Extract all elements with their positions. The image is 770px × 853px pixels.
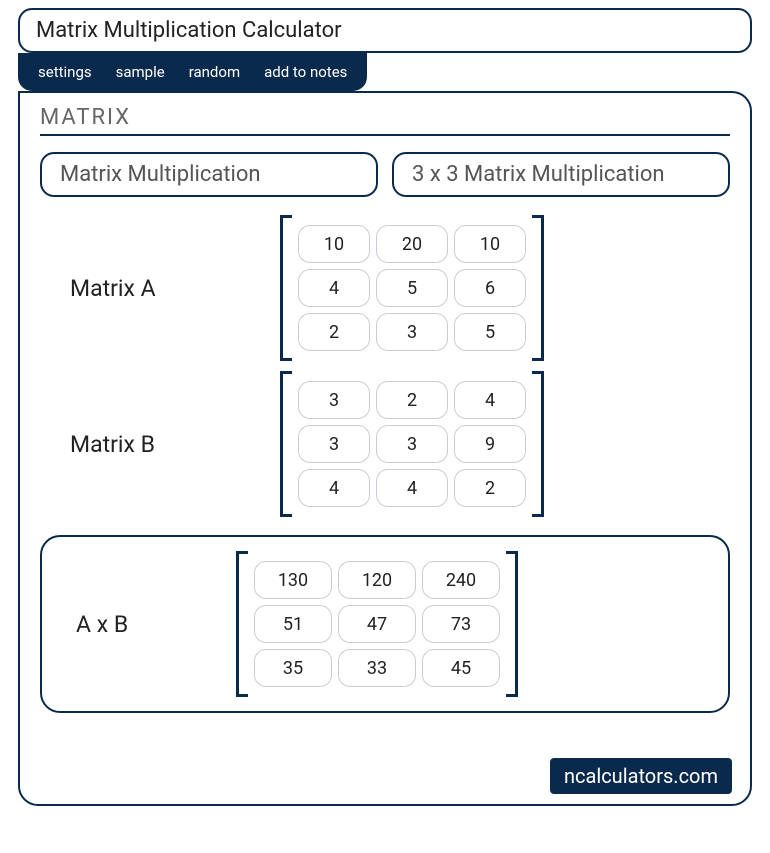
matrix-b-cell[interactable]: 3: [298, 381, 370, 419]
bracket-left-icon: [236, 551, 248, 697]
bracket-right-icon: [532, 215, 544, 361]
matrix-b-cell[interactable]: 4: [376, 469, 448, 507]
tab-random[interactable]: random: [189, 63, 240, 81]
result-box: A x B 130 120 240 51 47 73 35 33 45: [40, 535, 730, 713]
matrix-a-cell[interactable]: 10: [298, 225, 370, 263]
tab-settings[interactable]: settings: [38, 63, 92, 81]
breadcrumb-left[interactable]: Matrix Multiplication: [40, 152, 378, 197]
result-cell: 130: [254, 561, 332, 599]
matrix-b-label: Matrix B: [60, 431, 280, 458]
matrix-a-cell[interactable]: 6: [454, 269, 526, 307]
bracket-left-icon: [280, 371, 292, 517]
matrix-a-cell[interactable]: 3: [376, 313, 448, 351]
matrix-b-cell[interactable]: 3: [298, 425, 370, 463]
matrix-b-row: Matrix B 3 2 4 3 3 9 4 4 2: [60, 371, 730, 517]
result-grid: 130 120 240 51 47 73 35 33 45: [236, 551, 518, 697]
matrix-b-cell[interactable]: 4: [454, 381, 526, 419]
bracket-right-icon: [506, 551, 518, 697]
section-title: MATRIX: [40, 105, 730, 136]
matrix-b-cell[interactable]: 2: [454, 469, 526, 507]
tab-sample[interactable]: sample: [116, 63, 165, 81]
result-cell: 73: [422, 605, 500, 643]
breadcrumb-row: Matrix Multiplication 3 x 3 Matrix Multi…: [40, 152, 730, 197]
matrix-a-cell[interactable]: 5: [376, 269, 448, 307]
matrix-b-cell[interactable]: 9: [454, 425, 526, 463]
page-title: Matrix Multiplication Calculator: [18, 8, 752, 53]
watermark: ncalculators.com: [550, 758, 732, 794]
matrix-a-cell[interactable]: 2: [298, 313, 370, 351]
tab-add-to-notes[interactable]: add to notes: [264, 63, 347, 81]
matrix-a-label: Matrix A: [60, 275, 280, 302]
result-cell: 35: [254, 649, 332, 687]
breadcrumb-right[interactable]: 3 x 3 Matrix Multiplication: [392, 152, 730, 197]
matrix-b-cell[interactable]: 2: [376, 381, 448, 419]
matrix-a-cell[interactable]: 4: [298, 269, 370, 307]
matrix-a-cell[interactable]: 20: [376, 225, 448, 263]
calculator-panel: MATRIX Matrix Multiplication 3 x 3 Matri…: [18, 91, 752, 806]
matrix-a-grid: 10 20 10 4 5 6 2 3 5: [280, 215, 544, 361]
result-cell: 47: [338, 605, 416, 643]
result-cell: 45: [422, 649, 500, 687]
matrix-b-grid: 3 2 4 3 3 9 4 4 2: [280, 371, 544, 517]
result-cell: 33: [338, 649, 416, 687]
matrix-b-cell[interactable]: 3: [376, 425, 448, 463]
bracket-left-icon: [280, 215, 292, 361]
result-cell: 240: [422, 561, 500, 599]
bracket-right-icon: [532, 371, 544, 517]
tab-bar: settings sample random add to notes: [18, 53, 367, 91]
result-cell: 120: [338, 561, 416, 599]
matrix-a-cell[interactable]: 5: [454, 313, 526, 351]
matrix-a-row: Matrix A 10 20 10 4 5 6 2 3 5: [60, 215, 730, 361]
matrix-a-cell[interactable]: 10: [454, 225, 526, 263]
result-label: A x B: [66, 611, 236, 638]
matrix-b-cell[interactable]: 4: [298, 469, 370, 507]
result-cell: 51: [254, 605, 332, 643]
